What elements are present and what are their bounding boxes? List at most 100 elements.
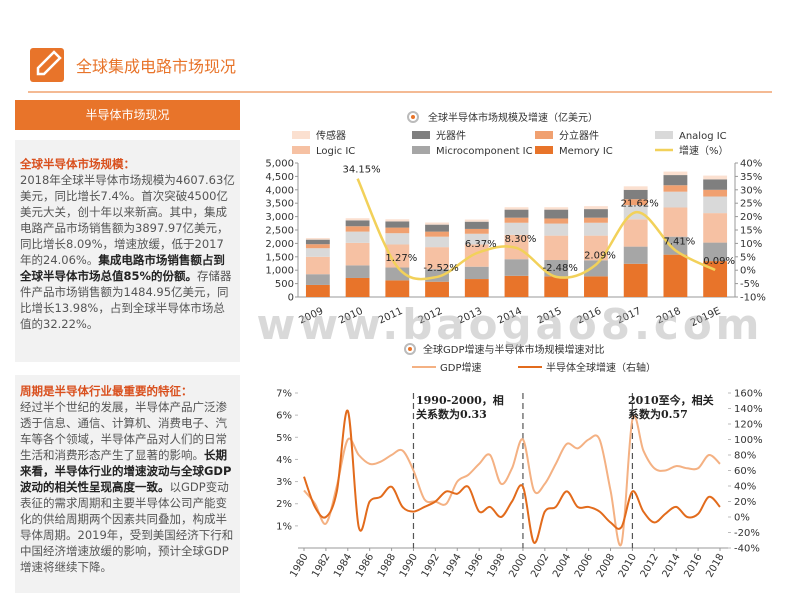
- y2-tick-label: 20%: [740, 212, 762, 223]
- y-tick-label: 5,000: [265, 159, 294, 170]
- legend-swatch: [412, 131, 430, 139]
- y2-tick-label: -10%: [740, 293, 766, 304]
- y-tick-label: 7%: [276, 389, 292, 400]
- data-label: 8.30%: [505, 234, 537, 245]
- bar-segment: [544, 276, 569, 297]
- bar-segment: [584, 235, 608, 261]
- legend-swatch: [655, 131, 673, 139]
- bar-segment: [703, 175, 728, 180]
- bar-segment: [504, 222, 529, 235]
- bar-segment: [464, 266, 489, 280]
- bar-segment: [623, 189, 648, 200]
- y-tick-label: 4,500: [265, 172, 294, 183]
- header-icon: [30, 48, 64, 82]
- block-text: 存储器件产品市场销售额为1484.95亿美元，同比增长13.98%，占到全球半导…: [20, 269, 232, 331]
- block-bold: 集成电路市场销售额占到全球半导体市场总值85%的份额。: [20, 253, 225, 283]
- x-tick-label: 1986: [354, 552, 376, 580]
- y2-tick-label: -5%: [740, 279, 759, 290]
- y2-tick-label: 60%: [734, 466, 756, 477]
- bar-segment: [345, 218, 370, 221]
- bar-segment: [305, 238, 330, 240]
- line-series: [356, 178, 716, 281]
- bar-segment: [464, 219, 489, 222]
- y2-tick-label: 100%: [734, 435, 763, 446]
- legend-label: 半导体全球增速（右轴）: [546, 361, 656, 374]
- bar-segment: [385, 233, 410, 245]
- title-icon: [404, 343, 416, 355]
- chart1: 0 500 1,000 1,500 2,000 2,500 3,000 3,500 4,000 4…: [265, 129, 765, 329]
- legend-label: 分立器件: [559, 129, 599, 142]
- bar-segment: [345, 265, 370, 278]
- bar-segment: [544, 260, 569, 277]
- bar-segment: [663, 236, 688, 255]
- block-text: 经过半个世纪的发展，半导体产品广泛渗透于信息、通信、计算机、消费电子、汽车等各个…: [20, 400, 227, 462]
- x-tick-label: 1988: [376, 552, 398, 580]
- y-tick-label: 5%: [276, 433, 292, 444]
- bar-segment: [544, 235, 569, 261]
- y2-tick-label: -20%: [734, 528, 760, 539]
- bar-segment: [623, 263, 648, 297]
- bar-segment: [385, 219, 410, 222]
- y2-tick-label: 30%: [740, 185, 762, 196]
- y2-tick-label: 40%: [734, 482, 756, 493]
- data-label: 21.62%: [621, 198, 659, 209]
- annotation: 1990-2000，相关系数为0.33: [416, 394, 504, 421]
- bar-segment: [623, 219, 648, 247]
- block-bold: 长期来看，半导体行业的增速波动与全球GDP波动的相关性呈现高度一致。: [20, 448, 232, 494]
- bar-segment: [425, 222, 449, 225]
- bar-segment: [663, 207, 688, 237]
- y-tick-label: 2%: [276, 499, 292, 510]
- y2-tick-label: 160%: [734, 389, 763, 400]
- x-tick-label: 2006: [573, 552, 595, 580]
- bar-segment: [464, 233, 489, 245]
- y-tick-label: 2,000: [265, 239, 294, 250]
- bar-segment: [703, 261, 728, 297]
- legend-label: 光器件: [436, 129, 466, 142]
- data-label: 7.41%: [664, 236, 696, 247]
- y-tick-label: 1%: [276, 521, 292, 532]
- legend-label: 增速（%）: [679, 144, 729, 157]
- header-title: 全球集成电路市场现况: [76, 57, 236, 76]
- bar-segment: [504, 207, 529, 210]
- bar-segment: [345, 242, 370, 266]
- bar-segment: [305, 244, 330, 249]
- legend-label: 传感器: [316, 129, 346, 142]
- y2-tick-label: 5%: [740, 252, 756, 263]
- legend-label: Logic IC: [316, 146, 355, 157]
- x-tick-label: 2010: [617, 552, 639, 580]
- data-label: -2.52%: [423, 263, 458, 274]
- y-tick-label: 3,500: [265, 199, 294, 210]
- bar-segment: [345, 220, 370, 227]
- x-tick-label: 1994: [442, 552, 464, 580]
- y2-tick-label: -40%: [734, 544, 760, 555]
- bar-segment: [345, 231, 370, 243]
- bar-segment: [584, 217, 608, 223]
- legend-swatch: [292, 146, 310, 154]
- line-series: [303, 409, 721, 544]
- y2-tick-label: 0%: [740, 266, 756, 277]
- x-tick-label: 1992: [420, 552, 442, 580]
- chart2-title: 全球GDP增速与半导体市场规模增速对比: [423, 343, 604, 356]
- data-label: 2.09%: [584, 251, 616, 262]
- y-tick-label: 4,000: [265, 185, 294, 196]
- bar-segment: [544, 207, 569, 210]
- x-tick-label: 2000: [507, 552, 529, 580]
- legend-label: Microcomponent IC: [436, 146, 533, 157]
- y2-tick-label: 80%: [734, 451, 756, 462]
- bar-segment: [504, 259, 529, 276]
- legend-swatch: [535, 131, 553, 139]
- bar-segment: [305, 239, 330, 245]
- bar-segment: [425, 236, 449, 248]
- bar-segment: [305, 274, 330, 285]
- bar-segment: [464, 221, 489, 229]
- chart1-title: 全球半导体市场规模及增速（亿美元）: [428, 111, 598, 124]
- block-heading: 周期是半导体行业最重要的特征：: [20, 384, 193, 398]
- bar-segment: [345, 226, 370, 232]
- bar-segment: [663, 254, 688, 297]
- y2-tick-label: 20%: [734, 497, 756, 508]
- bar-segment: [663, 185, 688, 192]
- text-block: 周期是半导体行业最重要的特征： 经过半个世纪的发展，半导体产品广泛渗透于信息、通信…: [15, 375, 240, 593]
- bar-segment: [425, 281, 449, 297]
- x-tick-label: 1982: [310, 552, 332, 580]
- legend-label: Analog IC: [679, 131, 727, 142]
